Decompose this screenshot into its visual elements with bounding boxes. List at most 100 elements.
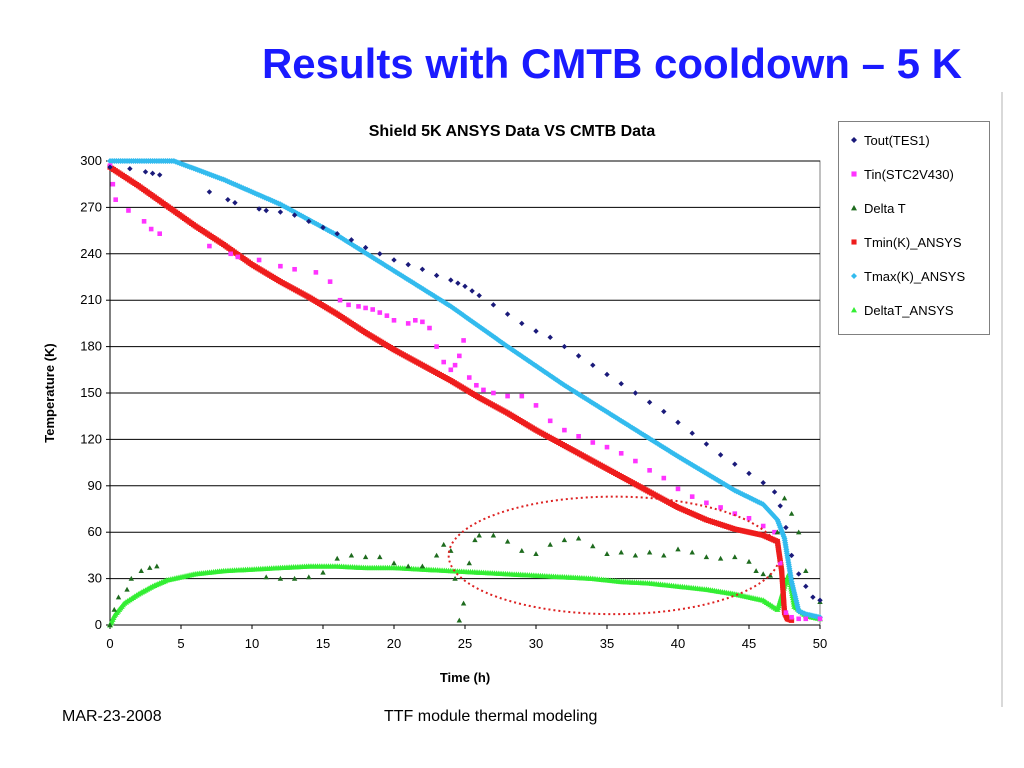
data-point (363, 305, 368, 311)
data-point (466, 375, 472, 380)
data-point (362, 554, 369, 560)
data-point (703, 554, 710, 560)
data-point (291, 575, 298, 581)
data-point (704, 500, 709, 506)
data-point (127, 166, 133, 172)
y-tick-label: 60 (88, 524, 102, 539)
x-tick-label: 10 (245, 636, 259, 651)
data-point (337, 297, 343, 303)
data-point (348, 237, 355, 243)
data-point (817, 616, 823, 622)
x-tick-label: 40 (671, 636, 685, 651)
data-point (157, 172, 163, 178)
data-point (405, 563, 411, 569)
data-point (115, 594, 122, 600)
data-point (256, 206, 262, 212)
x-tick-label: 45 (742, 636, 756, 651)
legend-swatch (851, 307, 857, 313)
y-tick-label: 120 (80, 431, 102, 446)
data-point (466, 560, 472, 566)
data-point (327, 279, 333, 284)
legend-swatch (851, 137, 857, 143)
data-point (206, 189, 213, 195)
y-tick-label: 150 (80, 385, 102, 400)
data-point (235, 254, 241, 260)
data-point (604, 551, 610, 557)
data-point (533, 403, 539, 408)
x-tick-label: 25 (458, 636, 472, 651)
legend: Tout(TES1) Tin(STC2V430) Delta T Tmin(K)_AN… (838, 121, 990, 335)
data-point (313, 270, 319, 275)
data-point (504, 311, 511, 317)
data-point (157, 231, 162, 236)
y-tick-label: 0 (95, 617, 102, 632)
data-point (490, 302, 497, 308)
data-point (796, 529, 802, 535)
data-point (575, 353, 582, 359)
data-point (481, 387, 486, 393)
legend-label: Delta T (864, 200, 906, 216)
data-point (561, 537, 568, 543)
data-point (646, 549, 653, 555)
data-point (618, 451, 624, 456)
data-point (420, 319, 425, 325)
data-point (675, 486, 681, 492)
y-tick-label: 300 (80, 153, 102, 168)
data-point (732, 461, 738, 467)
data-point (306, 218, 312, 225)
data-point (370, 307, 375, 312)
data-point (777, 503, 783, 509)
data-point (474, 382, 479, 388)
data-point (391, 318, 397, 323)
legend-swatch (851, 273, 857, 279)
x-tick-label: 30 (529, 636, 543, 651)
data-point (789, 614, 794, 620)
legend-item: Tmin(K)_ANSYS (847, 232, 987, 252)
legend-item: Delta T (847, 198, 987, 218)
legend-item: DeltaT_ANSYS (847, 300, 987, 320)
data-point (434, 344, 439, 349)
data-point (746, 515, 752, 521)
series-deltat-ansys (107, 563, 823, 628)
data-point (320, 224, 326, 231)
series-delta-t (107, 495, 823, 628)
right-divider (1001, 92, 1003, 707)
data-point (777, 560, 783, 566)
series-tmin-k-ansys (107, 164, 795, 623)
y-axis-label: Temperature (K) (42, 343, 57, 442)
data-point (377, 310, 383, 315)
legend-marker-icon (847, 300, 861, 320)
y-tick-label: 180 (80, 339, 102, 354)
x-tick-label: 50 (813, 636, 827, 651)
x-tick-label: 5 (177, 636, 184, 651)
data-point (113, 197, 118, 202)
data-point (562, 427, 567, 433)
data-point (207, 243, 212, 249)
data-point (278, 263, 283, 269)
data-point (128, 575, 134, 581)
series-tout-tes1- (107, 164, 823, 603)
axes: 0 30 60 90 120 150 180 210 240 270 300 0 5 10 15 20 25 30… (80, 153, 827, 651)
data-point (490, 532, 497, 538)
data-point (675, 546, 681, 552)
data-point (110, 181, 116, 187)
data-point (256, 257, 262, 263)
data-point (277, 209, 284, 215)
plot-area (107, 158, 823, 628)
data-point (772, 529, 777, 535)
data-point (533, 551, 539, 557)
data-point (277, 575, 284, 581)
data-point (107, 164, 113, 170)
data-point (126, 208, 131, 213)
data-point (462, 283, 468, 289)
data-point (803, 583, 809, 590)
data-point (796, 571, 802, 577)
data-point (618, 381, 624, 387)
legend-marker-icon (847, 130, 861, 150)
legend-swatch (851, 239, 857, 245)
data-point (732, 554, 738, 560)
data-point (771, 489, 778, 495)
data-point (263, 207, 269, 214)
y-tick-label: 210 (80, 292, 102, 307)
data-point (505, 393, 510, 399)
